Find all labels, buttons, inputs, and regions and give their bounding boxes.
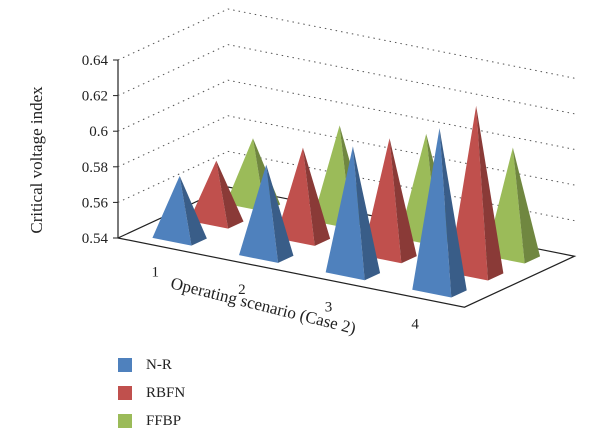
pyramid-front-face <box>239 164 279 263</box>
legend-swatch-nr <box>118 358 132 372</box>
legend-label-nr: N-R <box>146 356 172 373</box>
legend-swatch-rbfn <box>118 386 132 400</box>
pyramid-side-face <box>266 164 294 263</box>
y-tick-label: 0.56 <box>82 195 109 211</box>
pyramid-front-face <box>225 138 265 212</box>
gridline <box>117 79 575 150</box>
gridlines <box>117 8 575 222</box>
x-axis-ticks: 1 2 3 4 <box>152 265 420 333</box>
x-tick-label: 4 <box>411 317 419 333</box>
pyramid-n-r-1 <box>152 175 207 246</box>
pyramid-side-face <box>352 146 381 281</box>
pyramid-rbfn-1 <box>189 160 244 229</box>
y-axis-label: Critical voltage index <box>27 86 46 234</box>
pyramid-side-face <box>216 160 244 229</box>
pyramid-front-face <box>152 175 192 246</box>
pyramid-side-face <box>476 105 504 281</box>
pyramid-side-face <box>439 128 467 298</box>
y-tick-label: 0.58 <box>82 160 108 176</box>
data-marks <box>152 105 541 298</box>
pyramid-front-face <box>448 105 488 281</box>
pyramid-front-face <box>412 128 452 298</box>
gridline <box>117 150 575 222</box>
pyramid-rbfn-3 <box>362 138 417 264</box>
y-tick-label: 0.62 <box>82 89 108 105</box>
legend-swatch-ffbp <box>118 414 132 428</box>
pyramid-front-face <box>189 160 229 229</box>
pyramid-n-r-3 <box>325 146 381 281</box>
pyramid-front-face <box>275 147 315 246</box>
pyramid-side-face <box>389 138 417 264</box>
y-axis-ticks: 0.54 0.56 0.58 0.6 0.62 0.64 <box>82 53 118 247</box>
x-tick-label: 1 <box>152 265 160 281</box>
legend-item-nr: N-R <box>118 352 185 378</box>
pyramid-n-r-4 <box>412 128 467 298</box>
legend-item-ffbp: FFBP <box>118 408 185 434</box>
pyramid-rbfn-2 <box>275 147 331 246</box>
pyramid-side-face <box>302 147 331 246</box>
legend-label-ffbp: FFBP <box>146 412 182 429</box>
y-tick-label: 0.64 <box>82 53 109 69</box>
y-tick-label: 0.54 <box>82 231 109 247</box>
pyramid-n-r-2 <box>239 164 294 263</box>
gridline <box>117 8 575 79</box>
gridline <box>117 44 575 115</box>
pyramid-side-face <box>179 175 207 246</box>
x-tick-label: 3 <box>325 299 333 315</box>
pyramid-rbfn-4 <box>448 105 504 281</box>
pyramid-front-face <box>325 146 365 281</box>
pyramid-side-face <box>512 147 541 264</box>
gridline <box>117 115 575 186</box>
legend: N-R RBFN FFBP <box>118 352 185 436</box>
legend-item-rbfn: RBFN <box>118 380 185 406</box>
legend-label-rbfn: RBFN <box>146 384 186 401</box>
pyramid-front-face <box>362 138 402 264</box>
y-tick-label: 0.6 <box>89 124 108 140</box>
x-tick-label: 2 <box>238 282 246 298</box>
